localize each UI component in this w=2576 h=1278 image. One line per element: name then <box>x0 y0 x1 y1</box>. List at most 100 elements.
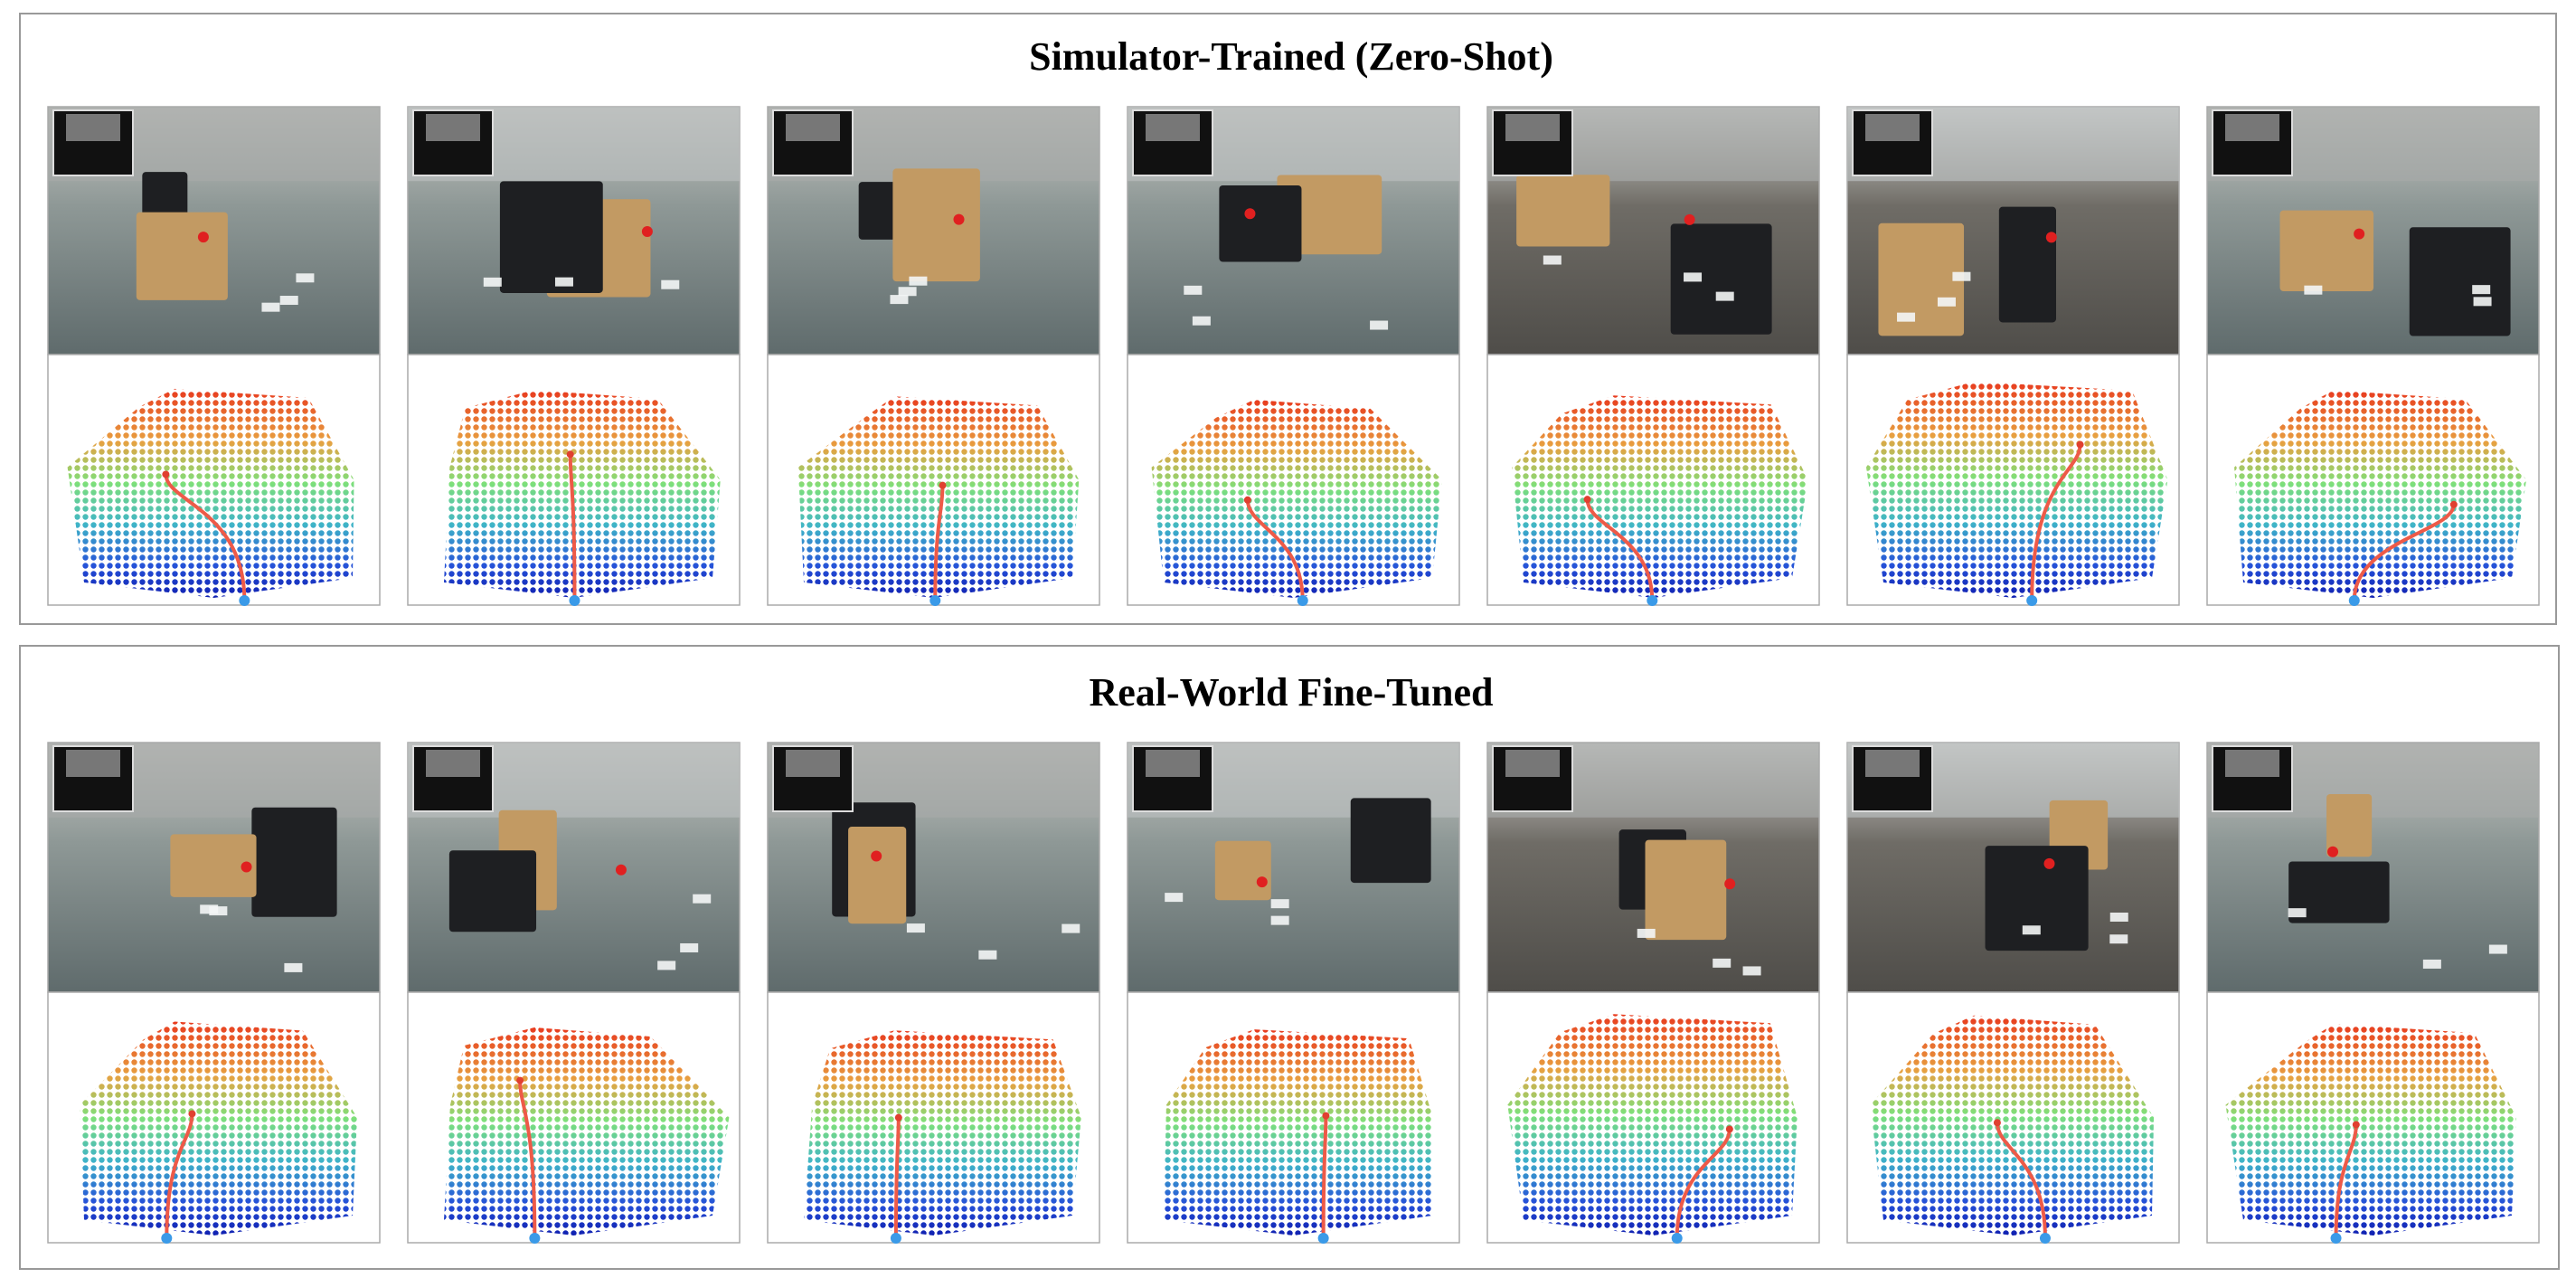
robot-start <box>1647 595 1658 606</box>
obstacle <box>1219 185 1302 262</box>
reflection <box>890 295 909 305</box>
point-cloud <box>2225 1024 2516 1235</box>
robot-start <box>2026 595 2038 606</box>
depth-inset-light <box>1865 750 1920 777</box>
robot-start <box>1297 595 1308 606</box>
point-cloud <box>444 1027 730 1235</box>
trajectory-end <box>2076 440 2084 449</box>
trajectory <box>165 1113 194 1239</box>
reflection <box>554 277 573 287</box>
depth-inset-light <box>1505 114 1560 141</box>
trajectory <box>1995 1122 2047 1239</box>
reflection <box>2488 944 2507 954</box>
reflection <box>1543 255 1562 265</box>
obstacle <box>251 807 337 917</box>
reflection <box>279 296 298 306</box>
reflection <box>2022 925 2041 935</box>
goal-marker <box>1684 213 1695 225</box>
obstacle <box>2409 227 2511 336</box>
goal-marker <box>1244 208 1256 220</box>
obstacle <box>1985 846 2089 951</box>
obstacle <box>499 181 603 293</box>
goal-marker <box>197 232 209 243</box>
reflection <box>1165 893 1184 903</box>
robot-start <box>1317 1233 1329 1244</box>
reflection <box>906 923 925 933</box>
reflection <box>2109 934 2128 944</box>
reflection <box>978 950 997 960</box>
trajectory <box>568 454 577 601</box>
trajectory <box>2352 504 2456 601</box>
point-cloud <box>67 388 354 598</box>
trajectory-end <box>1243 496 1251 504</box>
obstacle <box>2279 210 2374 291</box>
trajectory <box>893 1117 901 1239</box>
goal-marker <box>2354 228 2365 240</box>
reflection <box>296 273 315 283</box>
goal-marker <box>871 850 882 862</box>
robot-start <box>239 595 250 606</box>
goal-marker <box>2045 232 2057 243</box>
depth-inset-light <box>2225 750 2279 777</box>
reflection <box>1684 272 1703 282</box>
reflection <box>1270 915 1289 925</box>
goal-marker <box>615 864 627 876</box>
trajectory <box>518 1080 537 1239</box>
goal-marker <box>1724 878 1736 890</box>
point-cloud <box>444 390 721 598</box>
trajectory-end <box>2352 1121 2360 1129</box>
depth-inset-light <box>1146 750 1200 777</box>
depth-inset-light <box>786 750 840 777</box>
reflection <box>2472 285 2491 295</box>
trajectory-end <box>894 1113 902 1122</box>
reflection <box>2304 285 2323 295</box>
reflection <box>680 942 699 952</box>
reflection <box>1715 291 1734 301</box>
reflection <box>1270 899 1289 909</box>
panel-title: Simulator-Trained (Zero-Shot) <box>1029 34 1553 79</box>
trajectory-end <box>1322 1112 1330 1120</box>
trajectory <box>164 474 247 601</box>
panel-title: Real-World Fine-Tuned <box>1090 670 1494 715</box>
obstacle <box>1645 839 1727 941</box>
obstacle <box>170 834 257 897</box>
robot-start <box>161 1233 173 1244</box>
reflection <box>1713 958 1731 968</box>
reflection <box>693 894 712 904</box>
point-cloud <box>797 396 1080 598</box>
obstacle <box>1214 840 1271 901</box>
trajectory <box>2334 1124 2358 1239</box>
goal-marker <box>241 861 252 873</box>
trajectory-end <box>1725 1125 1733 1133</box>
reflection <box>261 302 280 312</box>
trajectory-end <box>1583 496 1591 504</box>
reflection <box>1370 320 1389 330</box>
goal-marker <box>2043 857 2055 869</box>
trajectory <box>1585 498 1655 601</box>
trajectory-end <box>188 1110 196 1118</box>
reflection <box>1952 271 1971 281</box>
depth-inset-light <box>66 114 120 141</box>
point-cloud <box>80 1021 357 1235</box>
trajectory-end <box>566 450 574 459</box>
goal-marker <box>641 225 653 237</box>
obstacle <box>892 168 980 282</box>
point-cloud <box>1164 1029 1433 1235</box>
depth-inset-light <box>2225 114 2279 141</box>
trajectory <box>933 485 945 601</box>
depth-inset-light <box>66 750 120 777</box>
robot-start <box>569 595 580 606</box>
robot-start <box>2330 1233 2342 1244</box>
robot-start <box>529 1233 541 1244</box>
depth-inset-light <box>426 114 480 141</box>
obstacle <box>848 826 907 924</box>
goal-marker <box>953 213 965 225</box>
trajectory-end <box>2449 500 2458 508</box>
reflection <box>483 277 502 287</box>
reflection <box>209 906 228 916</box>
point-cloud <box>1151 399 1442 598</box>
reflection <box>898 287 917 297</box>
depth-inset-light <box>1505 750 1560 777</box>
depth-inset-light <box>426 750 480 777</box>
